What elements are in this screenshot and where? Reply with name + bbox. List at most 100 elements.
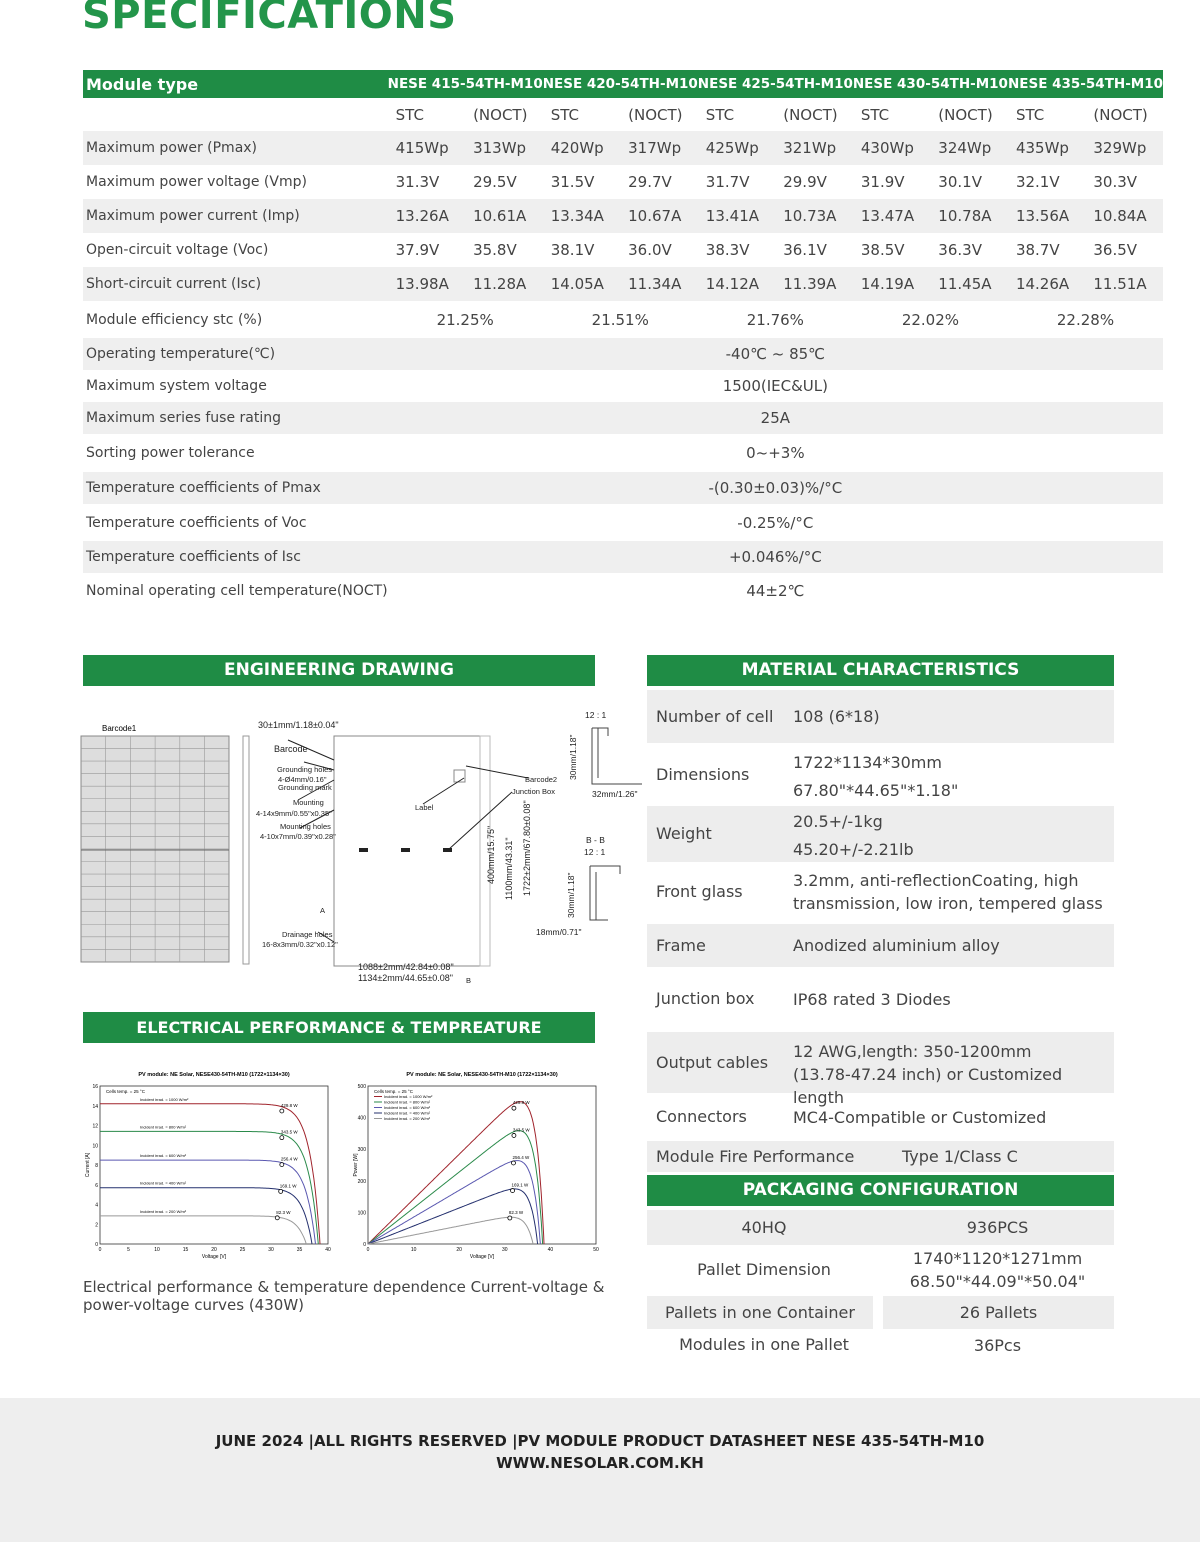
value-line: 26 Pallets bbox=[959, 1303, 1038, 1322]
legend-entry: Incident irrad. = 600 W/m² bbox=[384, 1105, 431, 1110]
value-cell: 11.34A bbox=[620, 267, 698, 301]
condition-label: (NOCT) bbox=[628, 105, 683, 124]
material-row: Output cables 12 AWG,length: 350-1200mm (1… bbox=[647, 1032, 1114, 1107]
condition-label: (NOCT) bbox=[1093, 105, 1148, 124]
condition-label: STC bbox=[550, 105, 579, 124]
model-header: NESE 420-54TH-M10 bbox=[542, 70, 698, 98]
value-cell: +0.046%/°C bbox=[387, 541, 1164, 573]
max-power-label: 343.5 W bbox=[513, 1127, 531, 1132]
max-power-point bbox=[279, 1162, 285, 1168]
x-tick-label: 5 bbox=[127, 1247, 130, 1253]
y-axis-label: Power [W] bbox=[353, 1153, 359, 1177]
grounding-mark-label: Grounding mark bbox=[278, 783, 332, 792]
module-type-label: Module type bbox=[83, 70, 388, 98]
max-power-point bbox=[507, 1215, 513, 1221]
x-tick-label: 10 bbox=[411, 1247, 417, 1253]
y-tick-label: 10 bbox=[92, 1143, 98, 1149]
value-cell: 14.19A bbox=[852, 267, 931, 301]
material-value: 12 AWG,length: 350-1200mm (13.78-47.24 in… bbox=[793, 1040, 1114, 1109]
value-cell: 420Wp bbox=[542, 131, 621, 165]
value-cell: 10.84A bbox=[1085, 199, 1164, 233]
frame-cross-sections: 12 : 1 30mm/1.18" 32mm/1.26" B - B 12 : … bbox=[536, 710, 642, 937]
chart-title: PV module: NE Solar, NESE430-54TH-M10 (1… bbox=[406, 1072, 557, 1078]
table-header-row: Module type NESE 415-54TH-M10 NESE 420-5… bbox=[83, 70, 1164, 98]
material-row: Number of cell 108 (6*18) bbox=[647, 690, 1114, 743]
value-cell: 31.7V bbox=[705, 173, 750, 191]
mounting-dim: 4-14x9mm/0.55"x0.35" bbox=[256, 809, 332, 818]
x-axis-label: Voltage [V] bbox=[202, 1254, 227, 1260]
x-tick-label: 40 bbox=[548, 1247, 554, 1253]
width-18: 18mm/0.71" bbox=[536, 927, 582, 937]
packaging-value: 26 Pallets bbox=[883, 1296, 1114, 1329]
value-cell: 31.5V bbox=[550, 173, 595, 191]
max-power-point bbox=[511, 1133, 517, 1138]
max-power-label: 429.8 W bbox=[281, 1103, 299, 1108]
table-row: Operating temperature(℃) -40℃ ~ 85℃ bbox=[83, 338, 1164, 370]
x-tick-label: 0 bbox=[367, 1247, 370, 1253]
value-cell: 321Wp bbox=[775, 131, 853, 165]
material-label: Connectors bbox=[656, 1107, 747, 1126]
material-label: Frame bbox=[656, 935, 706, 955]
series-line bbox=[100, 1130, 319, 1245]
series-line bbox=[100, 1159, 316, 1245]
y-tick-label: 16 bbox=[92, 1084, 98, 1090]
x-tick-label: 25 bbox=[240, 1247, 246, 1253]
material-label: Module Fire Performance bbox=[656, 1146, 855, 1166]
efficiency-cell: 21.51% bbox=[591, 310, 649, 329]
y-tick-label: 0 bbox=[363, 1242, 366, 1248]
material-value: IP68 rated 3 Diodes bbox=[793, 988, 951, 1011]
y-tick-label: 12 bbox=[92, 1124, 98, 1130]
series-line bbox=[367, 1130, 544, 1245]
pv-curve-chart: PV module: NE Solar, NESE430-54TH-M10 (1… bbox=[353, 1072, 599, 1260]
y-tick-label: 200 bbox=[358, 1179, 367, 1185]
value-line: 20.5+/-1kg bbox=[793, 812, 883, 831]
section-a-label: A bbox=[320, 906, 325, 915]
dim-1100: 1100mm/43.31" bbox=[504, 837, 514, 900]
value-line: 3.2mm, anti-reflectionCoating, high bbox=[793, 871, 1079, 890]
material-label: Number of cell bbox=[656, 706, 774, 726]
value-line: Type 1/Class C bbox=[902, 1147, 1018, 1166]
table-row: Open-circuit voltage (Voc) 37.9V 35.8V 38.1… bbox=[83, 233, 1163, 267]
value-cell: 36.3V bbox=[938, 241, 982, 259]
row-label: Temperature coefficients of Isc bbox=[83, 541, 388, 573]
max-power-point bbox=[279, 1108, 285, 1114]
barcode-label: Barcode bbox=[274, 744, 308, 754]
max-power-label: 169.1 W bbox=[280, 1183, 298, 1188]
row-label: Maximum power (Pmax) bbox=[83, 131, 388, 165]
y-tick-label: 500 bbox=[358, 1084, 367, 1090]
value-cell: 44±2℃ bbox=[746, 581, 805, 600]
legend-entry: Incident irrad. = 200 W/m² bbox=[384, 1116, 431, 1121]
dim-1134: 1134±2mm/44.65±0.08" bbox=[358, 973, 453, 983]
table-row: Maximum series fuse rating 25A bbox=[83, 402, 1164, 434]
table-row: Sorting power tolerance 0~+3% bbox=[83, 434, 1163, 472]
value-cell: 14.05A bbox=[542, 267, 621, 301]
value-cell: 36.5V bbox=[1093, 241, 1138, 259]
footer: JUNE 2024 |ALL RIGHTS RESERVED |PV MODUL… bbox=[0, 1398, 1200, 1542]
packaging-label: 40HQ bbox=[647, 1210, 881, 1245]
value-cell: 36.1V bbox=[783, 241, 827, 259]
footer-website: WWW.NESOLAR.COM.KH bbox=[496, 1454, 704, 1472]
packaging-value: 36Pcs bbox=[881, 1330, 1114, 1360]
section-b-label: B bbox=[466, 976, 471, 985]
legend-entry: Incident irrad. = 1000 W/m² bbox=[384, 1094, 433, 1099]
material-label: Output cables bbox=[656, 1052, 769, 1072]
value-cell: 31.3V bbox=[395, 173, 440, 191]
material-value: MC4-Compatible or Customized bbox=[793, 1106, 1046, 1129]
panel-front-view: Barcode1 bbox=[80, 724, 230, 963]
value-cell: 13.56A bbox=[1007, 199, 1086, 233]
thickness-dim: 30±1mm/1.18±0.04" bbox=[258, 720, 339, 730]
row-label: Nominal operating cell temperature(NOCT) bbox=[86, 582, 388, 599]
row-label: Module efficiency stc (%) bbox=[86, 311, 263, 328]
value-cell: 25A bbox=[387, 402, 1164, 434]
condition-label: STC bbox=[705, 105, 735, 124]
value-cell: 10.61A bbox=[465, 199, 543, 233]
y-tick-label: 6 bbox=[95, 1183, 98, 1189]
value-line: MC4-Compatible or Customized bbox=[793, 1107, 1047, 1127]
table-row: Temperature coefficients of Isc +0.046%/°… bbox=[83, 541, 1164, 573]
value-cell: 36.0V bbox=[628, 241, 672, 259]
value-cell: 38.3V bbox=[705, 241, 750, 259]
value-cell: 30.1V bbox=[938, 173, 982, 191]
x-tick-label: 10 bbox=[154, 1247, 160, 1253]
x-tick-label: 20 bbox=[211, 1247, 217, 1253]
condition-label: (NOCT) bbox=[938, 105, 993, 124]
